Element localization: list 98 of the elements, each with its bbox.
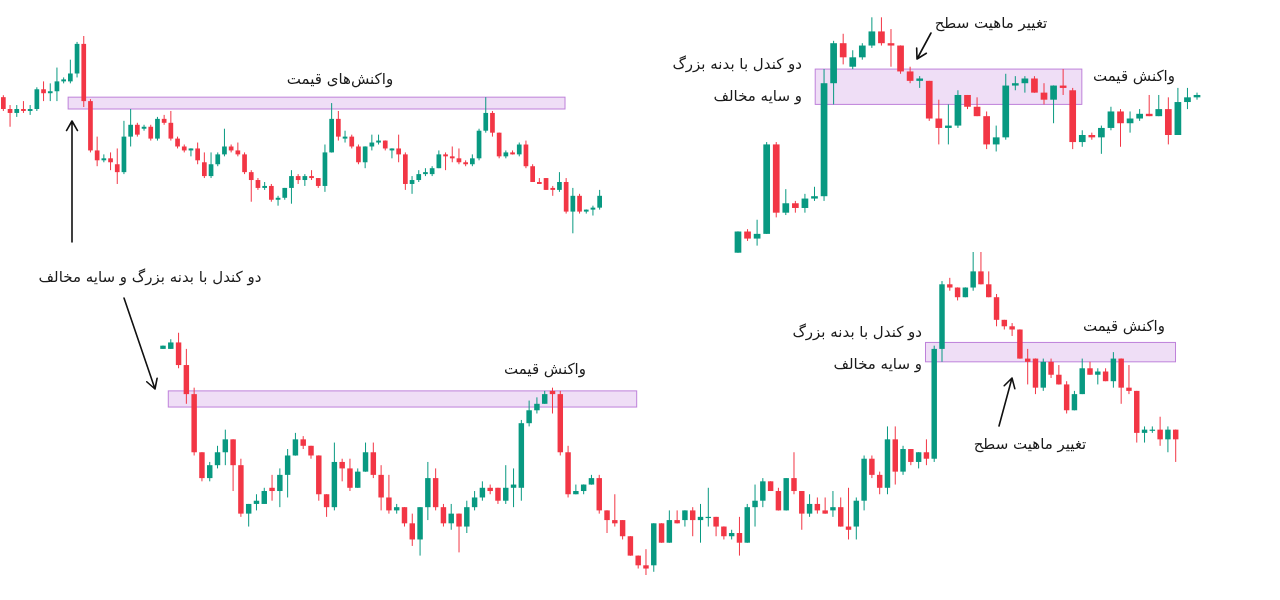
candlestick [970,251,976,292]
candlestick [248,169,254,203]
candlestick [868,16,876,49]
candlestick [612,493,618,528]
candlestick [471,490,478,511]
candlestick [849,49,857,70]
candlestick [323,493,330,518]
candlestick [643,548,649,576]
candlestick [1107,106,1115,131]
candlestick [347,458,353,492]
candlestick [386,474,392,515]
annotation: دو کندل با بدنه بزرگ و سایه مخالف [672,55,802,105]
candlestick [887,28,895,68]
annotation: واکنش‌های قیمت [286,70,394,88]
candlestick [992,125,1000,152]
candlestick [114,147,120,185]
candlestick [277,467,283,508]
candlestick [978,251,984,285]
candlestick [401,506,408,528]
candlestick [627,535,634,557]
annotation: واکنش قیمت [1092,67,1176,85]
candlestick [577,193,582,215]
candlestick [791,451,797,495]
candlestick [155,116,160,142]
candlestick [986,270,992,298]
annotation: دو کندل با بدنه بزرگ و سایه مخالف [792,323,922,373]
candlestick [830,490,836,518]
candlestick [876,471,883,495]
candlestick [923,438,930,466]
candlestick [619,519,626,540]
candlestick [464,500,470,534]
candlestick [799,490,805,531]
candlestick [339,458,345,482]
candlestick [222,429,229,466]
candlestick [993,293,1000,327]
annotation: تغییر ماهیت سطح [934,14,1048,32]
candlestick [370,442,377,479]
candlestick [838,496,844,528]
candlestick [490,110,495,138]
candlestick [214,445,221,469]
candlestick [483,96,489,134]
candlestick [68,59,73,84]
candlestick [356,144,361,165]
candlestick [534,396,540,414]
candlestick [355,467,361,489]
candlestick [782,188,790,216]
candlestick [128,108,133,147]
candlestick [242,151,247,175]
candlestick [674,509,680,524]
candlestick [409,513,415,547]
candlestick [289,169,294,205]
candlestick [378,464,384,511]
candlestick [760,477,766,508]
candlestick [1087,361,1093,376]
candlestick [935,99,943,145]
candlestick [1126,364,1132,395]
annotation: واکنش قیمت [1082,317,1166,335]
candlestick [526,400,532,427]
candlestick [900,445,906,476]
annotation: دو کندل با بدنه بزرگ و سایه مخالف [38,268,262,286]
annotation: واکنش قیمت [503,360,587,378]
candlestick [689,506,696,537]
candlestick [1048,358,1054,379]
candlestick [1098,125,1105,155]
candlestick [557,171,562,193]
candlestick [666,509,673,544]
candlestick [440,503,447,528]
candlestick [1184,87,1191,110]
candlestick [1165,425,1171,453]
candlestick [752,484,758,528]
candlestick [195,142,200,165]
candlestick [1117,108,1124,148]
candlestick [869,454,875,479]
annotation: تغییر ماهیت سطح [973,435,1087,453]
candlestick [597,189,602,211]
candlestick [658,522,665,544]
candlestick [207,461,213,482]
candlestick [202,151,207,179]
candlestick [175,332,182,369]
candlestick [806,493,813,518]
candlestick [503,464,509,505]
candlestick [1050,85,1057,124]
candlestick [753,219,761,247]
candlestick [604,509,610,534]
candlestick [1157,416,1163,447]
candlestick [41,80,46,102]
candlestick [396,134,401,163]
candlestick [222,128,227,157]
candlestick [362,442,369,473]
candlestick [456,513,462,553]
candlestick [573,484,579,495]
candlestick [336,110,341,142]
candlestick [736,516,743,557]
candlestick [839,33,847,65]
candlestick [878,16,885,47]
candlestick [1009,322,1015,337]
candlestick [284,448,291,498]
candlestick [269,474,275,502]
